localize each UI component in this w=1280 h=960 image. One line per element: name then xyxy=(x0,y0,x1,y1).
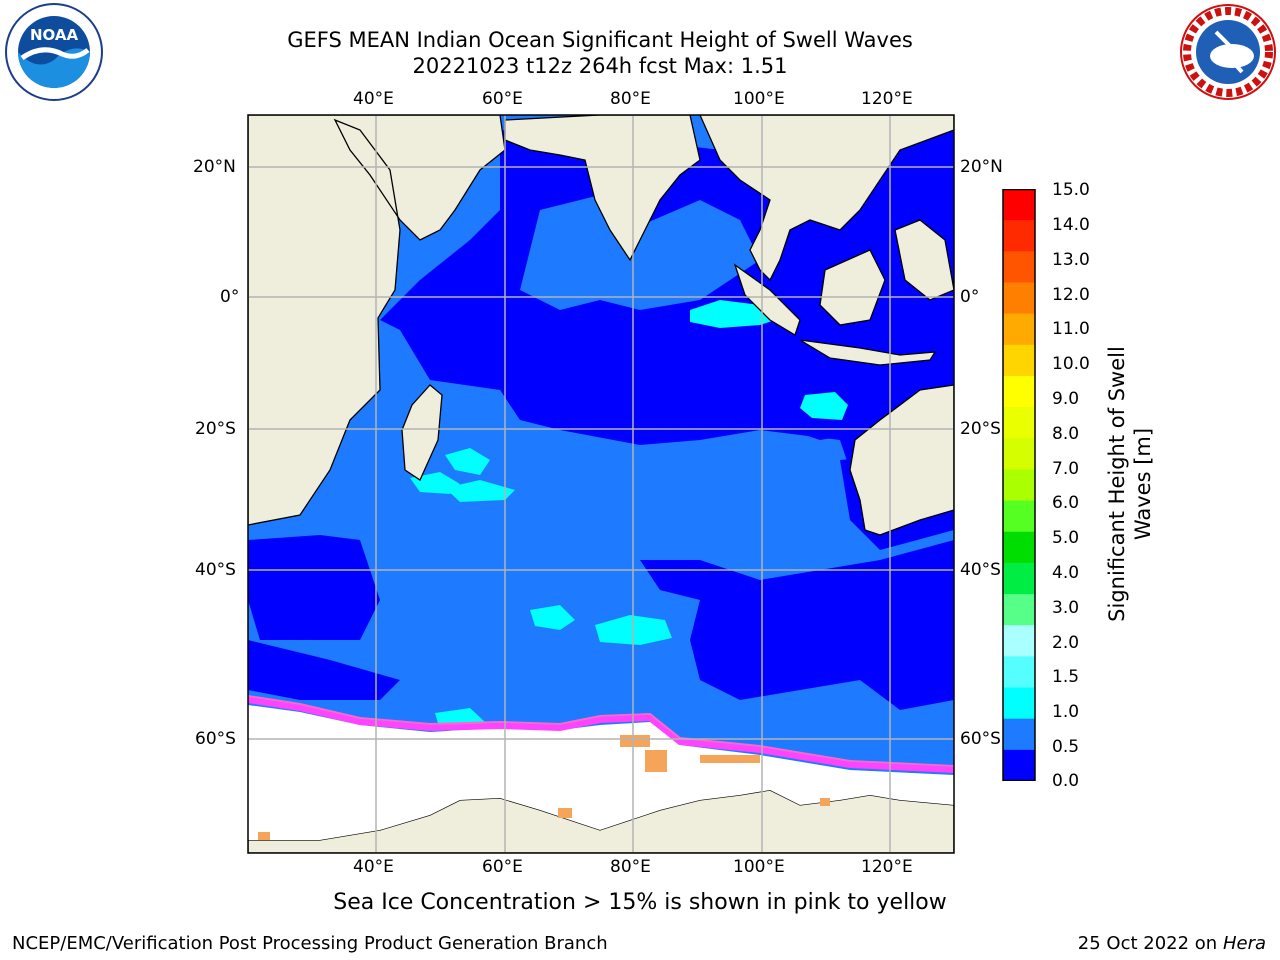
colorbar-tick: 0.5 xyxy=(1052,737,1080,757)
lat-label-left-20n: 20°N xyxy=(193,157,236,177)
footer-machine: Hera xyxy=(1222,933,1266,954)
lon-label-bottom-80e: 80°E xyxy=(610,857,651,877)
lon-label-top-60e: 60°E xyxy=(482,89,523,109)
lat-label-right-20n: 20°N xyxy=(960,157,1003,177)
ice-orange-patches xyxy=(258,735,830,840)
colorbar-segment xyxy=(1003,407,1035,439)
noaa-logo-text: NOAA xyxy=(30,26,79,44)
map-subtitle: 20221023 t12z 264h fcst Max: 1.51 xyxy=(412,54,788,78)
colorbar-segment xyxy=(1003,344,1035,377)
lat-label-right-40s: 40°S xyxy=(960,560,1001,580)
lon-label-top-100e: 100°E xyxy=(733,89,785,109)
lon-label-top-120e: 120°E xyxy=(861,89,913,109)
colorbar-segment xyxy=(1003,749,1035,781)
lon-label-top-80e: 80°E xyxy=(610,89,651,109)
colorbar-segment xyxy=(1003,562,1035,595)
colorbar-tick: 2.0 xyxy=(1052,633,1080,653)
colorbar-segment xyxy=(1003,500,1035,533)
colorbar-segment xyxy=(1003,687,1035,720)
colorbar-tick: 9.0 xyxy=(1052,389,1080,409)
colorbar-segment xyxy=(1003,282,1035,315)
colorbar-segment xyxy=(1003,375,1035,408)
colorbar-tick: 10.0 xyxy=(1052,354,1090,374)
colorbar-frame xyxy=(1002,189,1036,781)
noaa-logo: NOAA xyxy=(5,3,103,101)
colorbar-tick: 13.0 xyxy=(1052,250,1090,270)
lon-label-bottom-40e: 40°E xyxy=(353,857,394,877)
lon-label-top-40e: 40°E xyxy=(353,89,394,109)
lat-label-right-20s: 20°S xyxy=(960,419,1001,439)
colorbar-label-line1: Significant Height of Swell xyxy=(1105,346,1129,622)
colorbar-tick: 1.5 xyxy=(1052,667,1080,687)
colorbar-segment xyxy=(1003,625,1035,657)
map-title: GEFS MEAN Indian Ocean Significant Heigh… xyxy=(287,28,913,52)
lat-label-left-20s: 20°S xyxy=(195,419,236,439)
colorbar-tick: 6.0 xyxy=(1052,493,1080,513)
ice-edge-pink xyxy=(248,697,954,773)
map-frame xyxy=(247,114,955,854)
colorbar-tick: 5.0 xyxy=(1052,528,1080,548)
footer-date: 25 Oct 2022 on Hera xyxy=(1078,933,1266,954)
colorbar-segment xyxy=(1003,469,1035,502)
lat-label-left-60s: 60°S xyxy=(195,729,236,749)
colorbar-tick: 14.0 xyxy=(1052,215,1090,235)
nws-logo xyxy=(1180,4,1276,100)
footer-credit: NCEP/EMC/Verification Post Processing Pr… xyxy=(12,933,608,954)
colorbar-segment xyxy=(1003,251,1035,283)
colorbar-segment xyxy=(1003,313,1035,346)
colorbar-segment xyxy=(1003,438,1035,470)
lat-label-right-0: 0° xyxy=(960,287,980,307)
colorbar-tick: 15.0 xyxy=(1052,180,1090,200)
ice-edge-light xyxy=(248,695,954,767)
lat-label-left-0: 0° xyxy=(220,287,240,307)
colorbar xyxy=(1002,189,1036,781)
colorbar-tick: 0.0 xyxy=(1052,771,1080,791)
graticule xyxy=(248,115,954,853)
colorbar-tick: 4.0 xyxy=(1052,563,1080,583)
colorbar-label-line2: Waves [m] xyxy=(1131,427,1155,541)
lon-label-bottom-100e: 100°E xyxy=(733,857,785,877)
colorbar-segment xyxy=(1003,656,1035,689)
colorbar-segment xyxy=(1003,220,1035,252)
colorbar-tick: 1.0 xyxy=(1052,702,1080,722)
lat-label-left-40s: 40°S xyxy=(195,560,236,580)
colorbar-label: Significant Height of Swell Waves [m] xyxy=(1104,324,1156,644)
colorbar-segment xyxy=(1003,531,1035,564)
footer-date-text: 25 Oct 2022 on xyxy=(1077,933,1223,954)
sea-ice-caption: Sea Ice Concentration > 15% is shown in … xyxy=(333,890,947,915)
colorbar-tick: 11.0 xyxy=(1052,319,1090,339)
colorbar-segment xyxy=(1003,189,1035,221)
colorbar-segment xyxy=(1003,594,1035,626)
lon-label-bottom-60e: 60°E xyxy=(482,857,523,877)
lon-label-bottom-120e: 120°E xyxy=(861,857,913,877)
colorbar-tick: 3.0 xyxy=(1052,598,1080,618)
colorbar-tick: 8.0 xyxy=(1052,424,1080,444)
colorbar-tick: 12.0 xyxy=(1052,285,1090,305)
lat-label-right-60s: 60°S xyxy=(960,729,1001,749)
colorbar-segment xyxy=(1003,718,1035,751)
land-masses xyxy=(248,115,954,853)
colorbar-tick: 7.0 xyxy=(1052,459,1080,479)
